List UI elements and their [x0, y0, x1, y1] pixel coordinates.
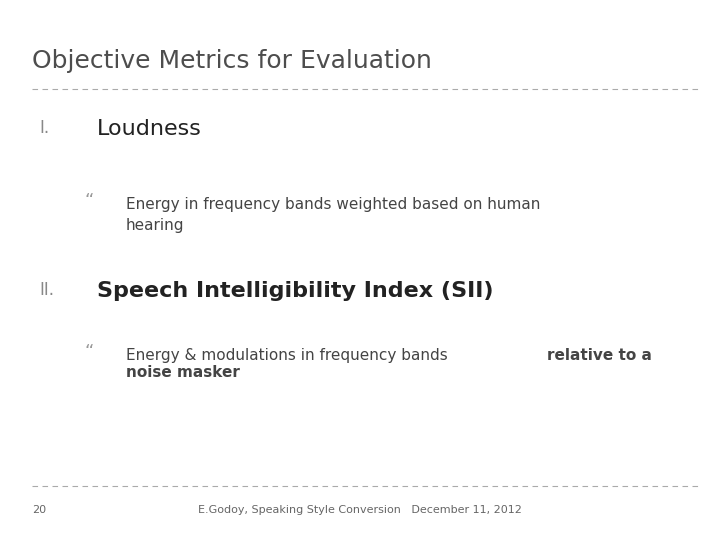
Text: Energy in frequency bands weighted based on human
hearing: Energy in frequency bands weighted based… [126, 197, 541, 233]
Text: E.Godoy, Speaking Style Conversion   December 11, 2012: E.Godoy, Speaking Style Conversion Decem… [198, 505, 522, 515]
Text: Speech Intelligibility Index (SII): Speech Intelligibility Index (SII) [97, 281, 494, 301]
Text: Loudness: Loudness [97, 119, 202, 139]
Text: II.: II. [40, 281, 55, 299]
Text: relative to a: relative to a [547, 348, 652, 363]
Text: “: “ [85, 192, 94, 210]
Text: I.: I. [40, 119, 50, 137]
Text: 20: 20 [32, 505, 47, 515]
Text: noise masker: noise masker [126, 365, 240, 380]
Text: “: “ [85, 343, 94, 361]
Text: Objective Metrics for Evaluation: Objective Metrics for Evaluation [32, 49, 432, 72]
Text: Energy & modulations in frequency bands: Energy & modulations in frequency bands [126, 348, 453, 363]
